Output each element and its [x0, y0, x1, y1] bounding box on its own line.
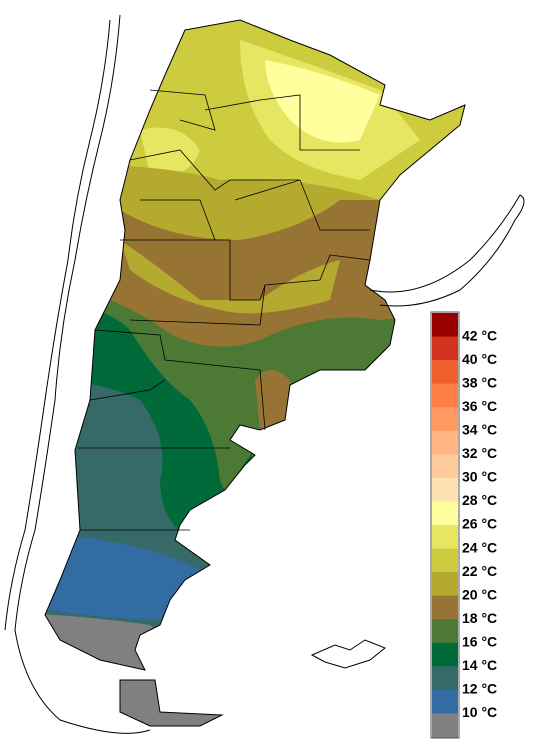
- legend: 42 °C 40 °C 38 °C 36 °C 34 °C 32 °C 30 °C 28 °C…: [432, 313, 497, 738]
- legend-label: 22 °C: [462, 563, 497, 579]
- legend-swatch: [432, 336, 458, 361]
- legend-swatch: [432, 407, 458, 432]
- legend-label: 36 °C: [462, 398, 497, 414]
- legend-label: 26 °C: [462, 516, 497, 532]
- temperature-zone: [45, 612, 170, 726]
- legend-label: 20 °C: [462, 586, 497, 602]
- borders: [4, 14, 525, 734]
- legend-label: 42 °C: [462, 327, 497, 343]
- legend-swatch: [432, 313, 458, 338]
- legend-swatch: [432, 454, 458, 479]
- legend-swatch: [432, 477, 458, 502]
- legend-swatch: [432, 666, 458, 691]
- temperature-zone: [265, 60, 380, 143]
- legend-label: 28 °C: [462, 492, 497, 508]
- temperature-zone: [150, 690, 240, 726]
- legend-label: 10 °C: [462, 704, 497, 720]
- legend-label: 38 °C: [462, 374, 497, 390]
- legend-swatch: [432, 572, 458, 597]
- legend-label: 14 °C: [462, 657, 497, 673]
- legend-swatch: [432, 619, 458, 644]
- legend-label: 16 °C: [462, 633, 497, 649]
- legend-swatch: [432, 548, 458, 573]
- legend-swatch: [432, 525, 458, 550]
- legend-label: 24 °C: [462, 539, 497, 555]
- temperature-zone: [120, 240, 340, 314]
- legend-swatch: [432, 430, 458, 455]
- legend-label: 32 °C: [462, 445, 497, 461]
- legend-frame: [430, 311, 460, 739]
- legend-swatch: [432, 713, 458, 738]
- legend-swatch: [432, 383, 458, 408]
- legend-swatch: [432, 642, 458, 667]
- temperature-zone: [255, 370, 290, 430]
- legend-label: 40 °C: [462, 351, 497, 367]
- legend-label: 34 °C: [462, 421, 497, 437]
- legend-label: 30 °C: [462, 469, 497, 485]
- legend-swatch: [432, 360, 458, 385]
- legend-label: 18 °C: [462, 610, 497, 626]
- legend-swatch: [432, 689, 458, 714]
- legend-swatch: [432, 595, 458, 620]
- legend-label: 12 °C: [462, 681, 497, 697]
- legend-swatch: [432, 501, 458, 526]
